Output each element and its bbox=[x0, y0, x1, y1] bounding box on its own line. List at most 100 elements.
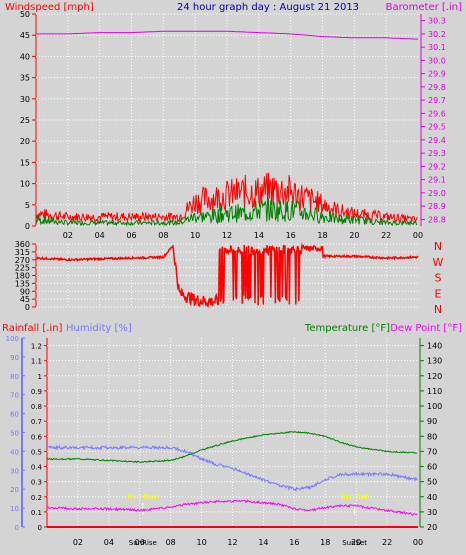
temperature-hour-tick-label: 16 bbox=[289, 538, 299, 547]
wind-hour-tick-label: 10 bbox=[190, 231, 200, 240]
barometer-axis-title: Barometer [.in] bbox=[386, 2, 462, 13]
barometer-tick-label: 30.2 bbox=[428, 30, 446, 39]
windspeed-tick-label: 40 bbox=[20, 52, 30, 61]
wind-hour-tick-label: 14 bbox=[254, 231, 264, 240]
rain-humidity-temperature-panel: 0 0.1 0.2 0.3 0.4 0.5 0.6 0.7 0.8 0.9 1 1.1 1.2 0 10 20… bbox=[6, 335, 443, 547]
compass-label: N bbox=[434, 303, 442, 316]
sun-event-axis-label: SunRise bbox=[129, 539, 157, 547]
temperature-hour-tick-label: 10 bbox=[196, 538, 206, 547]
barometer-tick-label: 28.9 bbox=[428, 202, 446, 211]
rainfall-tick-label: 1.2 bbox=[31, 343, 42, 351]
humidity-axis-title: Humidity [%] bbox=[66, 323, 132, 334]
windspeed-tick-label: 30 bbox=[20, 95, 30, 104]
direction-tick-label: 360 bbox=[15, 240, 30, 249]
humidity-line bbox=[46, 444, 418, 492]
temperature-tick-label: 130 bbox=[427, 357, 442, 366]
wind-hour-tick-label: 18 bbox=[317, 231, 327, 240]
rainfall-axis-title: Rainfall [.in] bbox=[2, 323, 63, 334]
humidity-tick-label: 50 bbox=[10, 430, 19, 438]
direction-tick-label: 90 bbox=[20, 287, 30, 296]
temperature-tick-label: 80 bbox=[427, 432, 437, 441]
wind-hour-tick-label: 12 bbox=[222, 231, 232, 240]
humidity-tick-label: 10 bbox=[10, 505, 19, 513]
barometer-tick-label: 29.5 bbox=[428, 123, 446, 132]
rainfall-tick-label: 0.5 bbox=[31, 448, 42, 456]
compass-label: S bbox=[435, 272, 442, 285]
humidity-tick-label: 70 bbox=[10, 392, 19, 400]
barometer-tick-label: 29.7 bbox=[428, 96, 446, 105]
temperature-hour-tick-label: 20 bbox=[351, 538, 361, 547]
rainfall-tick-label: 0.1 bbox=[31, 509, 42, 517]
barometer-tick-label: 29.8 bbox=[428, 83, 446, 92]
wind-hour-tick-label: 16 bbox=[286, 231, 296, 240]
temperature-tick-label: 30 bbox=[427, 508, 437, 517]
compass-label: E bbox=[435, 287, 442, 300]
rainfall-tick-label: 0.7 bbox=[31, 418, 42, 426]
temperature-tick-label: 140 bbox=[427, 342, 442, 351]
humidity-tick-label: 60 bbox=[10, 411, 19, 419]
rainfall-tick-label: 0.3 bbox=[31, 479, 42, 487]
temperature-tick-label: 100 bbox=[427, 402, 442, 411]
sun-event-label: Sun Set bbox=[341, 493, 368, 501]
rainfall-tick-label: 0.6 bbox=[31, 433, 43, 441]
humidity-tick-label: 0 bbox=[15, 524, 19, 532]
barometer-tick-label: 29.1 bbox=[428, 176, 446, 185]
wind-direction-line bbox=[35, 242, 419, 309]
temperature-hour-tick-label: 04 bbox=[104, 538, 114, 547]
rainfall-tick-label: 1 bbox=[38, 373, 42, 381]
barometer-line bbox=[36, 30, 419, 40]
temperature-hour-tick-label: 06 bbox=[135, 538, 145, 547]
temperature-hour-tick-label: 18 bbox=[320, 538, 330, 547]
windspeed-tick-label: 50 bbox=[20, 10, 30, 19]
direction-tick-label: 0 bbox=[25, 303, 30, 312]
windspeed-tick-label: 25 bbox=[20, 116, 30, 125]
humidity-tick-label: 40 bbox=[10, 448, 19, 456]
dewpoint-axis-title: Dew Point [°F] bbox=[390, 323, 462, 334]
barometer-tick-label: 29.9 bbox=[428, 70, 446, 79]
sun-event-axis-label: SunSet bbox=[342, 539, 367, 547]
direction-tick-label: 135 bbox=[15, 279, 30, 288]
barometer-tick-label: 29.0 bbox=[428, 189, 446, 198]
windspeed-tick-label: 35 bbox=[20, 74, 30, 83]
wind-hour-tick-label: 02 bbox=[63, 231, 73, 240]
direction-tick-label: 45 bbox=[20, 295, 30, 304]
temperature-hour-tick-label: 12 bbox=[227, 538, 237, 547]
windspeed-tick-label: 5 bbox=[25, 201, 30, 210]
temperature-line bbox=[47, 430, 418, 464]
temperature-hour-tick-label: 02 bbox=[73, 538, 83, 547]
temperature-hour-tick-label: 22 bbox=[382, 538, 392, 547]
windspeed-tick-label: 45 bbox=[20, 31, 30, 40]
temperature-tick-label: 110 bbox=[427, 387, 442, 396]
temperature-tick-label: 20 bbox=[427, 523, 437, 532]
rainfall-tick-label: 0.9 bbox=[31, 388, 42, 396]
windspeed-tick-label: 0 bbox=[25, 222, 30, 231]
humidity-tick-label: 20 bbox=[10, 486, 19, 494]
barometer-tick-label: 29.6 bbox=[428, 109, 446, 118]
wind-hour-tick-label: 06 bbox=[126, 231, 136, 240]
humidity-tick-label: 30 bbox=[10, 467, 19, 475]
wind-hour-tick-label: 08 bbox=[158, 231, 168, 240]
wind-hour-tick-label: 04 bbox=[95, 231, 105, 240]
barometer-tick-label: 28.8 bbox=[428, 215, 446, 224]
wind-average-line bbox=[35, 198, 418, 227]
windspeed-tick-label: 10 bbox=[20, 180, 30, 189]
wind-hour-tick-label: 22 bbox=[381, 231, 391, 240]
sun-event-label: Sun Rise bbox=[128, 493, 158, 501]
wind-barometer-panel: 0 5 10 15 20 25 30 35 40 45 50 28.8 28.9 29.0 29.1 29.2… bbox=[20, 10, 446, 240]
barometer-tick-label: 30.0 bbox=[428, 56, 446, 65]
direction-tick-label: 225 bbox=[15, 264, 30, 273]
compass-label: N bbox=[434, 240, 442, 253]
temperature-tick-label: 120 bbox=[427, 372, 442, 381]
compass-label: W bbox=[433, 256, 444, 269]
windspeed-tick-label: 20 bbox=[20, 137, 30, 146]
dewpoint-line bbox=[46, 499, 418, 516]
temperature-hour-tick-label: 14 bbox=[258, 538, 268, 547]
windspeed-axis-title: Windspeed [mph] bbox=[5, 2, 94, 13]
barometer-tick-label: 30.1 bbox=[428, 43, 446, 52]
rainfall-tick-label: 0.2 bbox=[31, 494, 42, 502]
temperature-tick-label: 60 bbox=[427, 463, 437, 472]
temperature-hour-tick-label: 00 bbox=[413, 538, 423, 547]
temperature-tick-label: 40 bbox=[427, 493, 437, 502]
graph-title: 24 hour graph day : August 21 2013 bbox=[177, 2, 359, 13]
